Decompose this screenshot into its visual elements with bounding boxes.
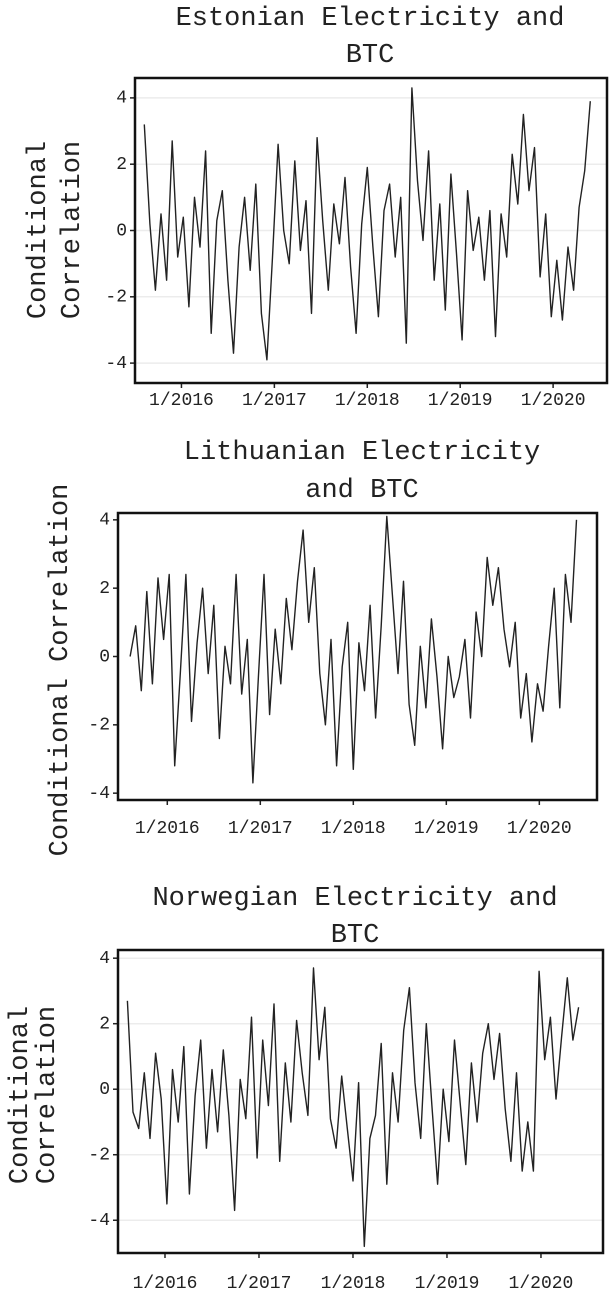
plot-frame: [133, 76, 609, 385]
x-tick-label: 1/2017: [242, 391, 307, 411]
y-axis-label: Correlation: [58, 141, 88, 319]
x-tick-label: 1/2019: [414, 819, 479, 839]
y-tick-label: -4: [105, 354, 127, 374]
y-axis-label: Correlation: [33, 1006, 63, 1184]
y-axis-label: Conditional Correlation: [46, 484, 76, 857]
y-tick-label: 0: [99, 647, 110, 667]
x-tick-label: 1/2018: [335, 391, 400, 411]
y-tick-label: -4: [88, 784, 110, 804]
x-tick-label: 1/2019: [428, 391, 493, 411]
chart-title: and BTC: [305, 476, 418, 506]
y-tick-label: 4: [116, 89, 127, 109]
y-tick-label: -2: [105, 288, 127, 308]
x-tick-label: 1/2018: [321, 819, 386, 839]
y-tick-label: 0: [116, 221, 127, 241]
x-tick-label: 1/2020: [509, 1274, 574, 1294]
series-line: [143, 87, 591, 361]
y-tick-label: -4: [88, 1211, 110, 1231]
y-tick-label: 4: [99, 949, 110, 969]
x-tick-label: 1/2016: [133, 1274, 198, 1294]
y-axis-label: Conditional: [6, 1006, 36, 1184]
x-tick-label: 1/2016: [149, 391, 214, 411]
y-tick-label: -2: [88, 716, 110, 736]
chart-title: BTC: [346, 41, 395, 71]
x-tick-label: 1/2016: [135, 819, 200, 839]
x-tick-label: 1/2017: [228, 819, 293, 839]
x-tick-label: 1/2019: [415, 1274, 480, 1294]
series-line: [126, 967, 580, 1248]
plot-frame: [116, 948, 605, 1255]
x-tick-label: 1/2020: [507, 819, 572, 839]
chart-title: BTC: [331, 921, 380, 951]
chart-title: Norwegian Electricity and: [152, 884, 557, 914]
y-tick-label: 4: [99, 511, 110, 531]
y-tick-label: 2: [116, 155, 127, 175]
x-tick-label: 1/2020: [521, 391, 586, 411]
x-tick-label: 1/2017: [227, 1274, 292, 1294]
y-axis-label: Conditional: [24, 141, 54, 319]
chart-title: Estonian Electricity and: [176, 4, 565, 34]
series-line: [129, 515, 578, 784]
y-tick-label: 2: [99, 579, 110, 599]
x-tick-label: 1/2018: [321, 1274, 386, 1294]
y-tick-label: -2: [88, 1145, 110, 1165]
y-tick-label: 0: [99, 1080, 110, 1100]
chart-title: Lithuanian Electricity: [184, 438, 540, 468]
y-tick-label: 2: [99, 1014, 110, 1034]
plot-frame: [116, 511, 599, 802]
